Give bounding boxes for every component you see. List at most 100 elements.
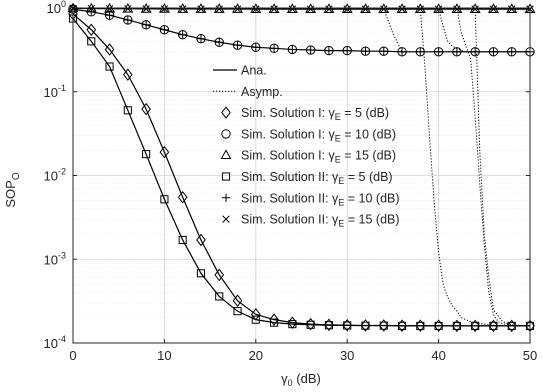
y-tick-label: 10-3 [44,250,66,267]
diamond-marker [232,294,243,307]
diamond-marker [433,319,444,332]
legend-label: Asymp. [241,85,283,99]
legend-label-sub: E [338,176,344,186]
square-marker [343,321,352,330]
y-tick-exponent: -3 [58,250,66,260]
plus-marker [251,43,260,52]
cross-marker [380,5,388,13]
diamond-marker [452,319,462,333]
cross-marker [325,5,333,13]
legend-label: Ana. [241,64,267,78]
legend-label-rest: = 5 (dB) [341,106,389,120]
legend-cross-icon [222,215,230,223]
plus-marker [379,46,388,56]
diamond-marker [415,319,426,332]
cross-marker [233,5,242,13]
diamond-marker [196,233,206,247]
square-marker [251,315,260,324]
plus-marker [452,47,462,56]
y-tick-base: 10 [44,252,58,267]
markers [67,2,536,333]
diamond-marker [141,102,151,116]
x-axis-label: γ0 (dB) [281,371,321,388]
plus-marker [470,47,480,56]
square-marker [361,321,370,330]
legend-label-main: Sim. Solution II: γ [241,191,339,205]
y-tick-base: 10 [44,169,58,184]
legend-label-rest: = 10 (dB) [344,191,399,205]
square-marker [105,62,114,71]
legend-label-sub: E [335,133,341,143]
square-marker [507,321,516,330]
cross-marker [142,5,150,13]
y-axis-label: SOPO [3,172,22,207]
square-marker [178,235,187,245]
y-tick-exponent: -1 [58,83,66,93]
square-marker [87,37,96,46]
square-marker [270,318,279,327]
square-marker [123,106,132,115]
legend-label-main: Sim. Solution II: γ [241,213,339,227]
square-marker [324,321,333,330]
legend-label: Sim. Solution II: γE = 15 (dB) [241,213,400,229]
legend-circle-icon [221,129,231,139]
diamond-marker [378,319,389,332]
y-tick-label: 100 [47,0,66,16]
asymptotic-curve [419,8,530,327]
diamond-marker [470,319,480,333]
square-marker [434,321,443,330]
square-marker [288,320,297,329]
analytical-curve [72,18,530,327]
legend-label-sub: E [338,197,344,207]
x-tick-label: 50 [523,348,537,363]
legend-label-sub: E [338,219,344,229]
square-marker [233,307,242,316]
plus-marker [269,44,279,53]
asymptotic-curve [456,8,531,327]
cross-marker [124,5,132,13]
y-tick-base: 10 [47,1,61,16]
square-marker [196,269,206,278]
plus-marker [233,40,242,50]
square-marker [215,292,224,301]
plus-marker [178,30,187,39]
plus-marker [123,15,133,25]
legend-label: Sim. Solution II: γE = 10 (dB) [241,191,400,207]
diamond-marker [305,317,316,331]
diamond-marker [397,319,407,332]
plus-marker [361,46,370,56]
diamond-marker [506,319,517,333]
y-tick-label: 10-1 [44,83,66,100]
square-marker [142,150,151,159]
y-tick-label: 10-2 [44,167,66,184]
cross-marker [398,5,406,13]
plus-marker [324,46,334,55]
plus-marker [416,47,425,56]
plus-marker [507,47,516,56]
legend-label-main: Sim. Solution I: γ [241,106,336,120]
plus-marker [215,38,224,47]
diamond-marker [360,319,371,332]
legend-label-main: Sim. Solution II: γ [241,170,339,184]
diamond-marker [104,43,115,56]
cross-marker [178,5,187,13]
y-tick-label: 10-4 [44,334,66,351]
legend: Ana. Asymp. Sim. Solution I: γ E = 5 (dB) Si… [213,64,400,229]
plus-marker [288,45,297,54]
y-tick-exponent: -2 [58,167,66,177]
square-marker [306,320,315,329]
legend-label-rest: = 5 (dB) [344,170,392,184]
diamond-marker [86,23,97,37]
legend-label-sub: E [335,155,341,165]
plus-marker [196,34,206,43]
diamond-marker [214,268,225,282]
legend-label-main: Ana. [241,64,267,78]
x-tick-label: 30 [340,348,354,363]
cross-marker [361,5,370,13]
diamond-marker [250,308,261,321]
legend-label-rest: = 15 (dB) [341,149,396,163]
cross-marker [471,5,479,13]
cross-marker [87,4,95,13]
